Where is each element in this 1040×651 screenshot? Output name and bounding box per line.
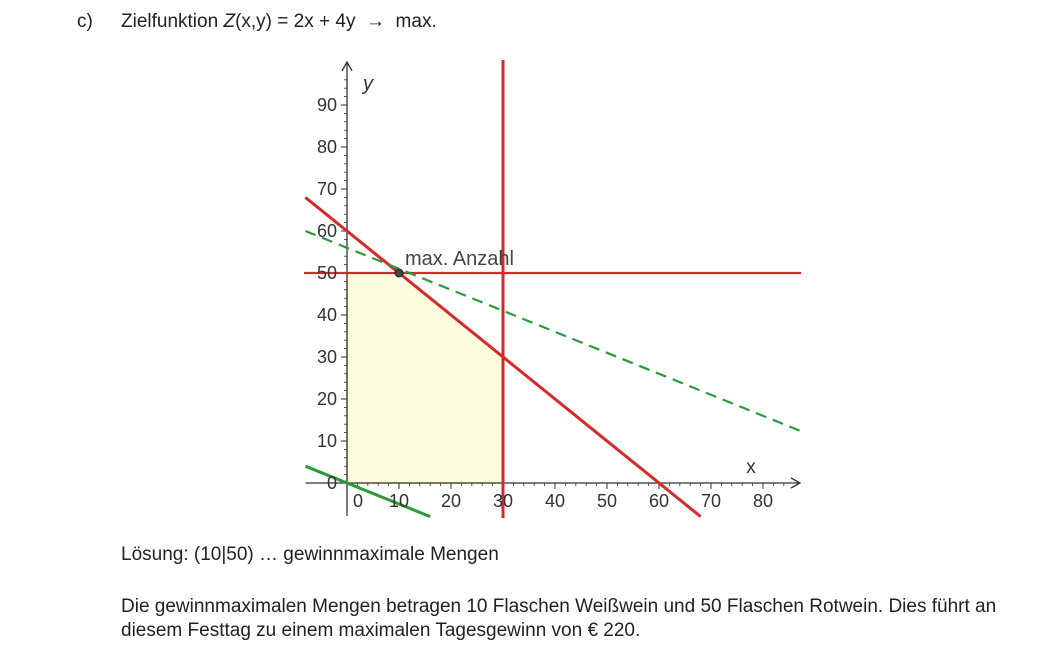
- y-tick-label: 40: [317, 305, 337, 325]
- x-axis-label: x: [746, 457, 756, 478]
- solution-text: Lösung: (10|50) … gewinnmaximale Mengen: [121, 544, 499, 565]
- feasible-region: [346, 272, 504, 484]
- y-tick-label: 60: [317, 221, 337, 241]
- constraint-line-3: [304, 196, 702, 518]
- y-tick-label: 30: [317, 347, 337, 367]
- x-tick-label: 10: [389, 491, 409, 511]
- y-tick-label: 10: [317, 431, 337, 451]
- x-tick-label: 0: [353, 491, 363, 511]
- y-tick-label: 50: [317, 263, 337, 283]
- objective-line-2: [304, 464, 431, 518]
- y-tick-label: 90: [317, 95, 337, 115]
- x-axis-arrow: [790, 477, 802, 489]
- y-tick-label: 80: [317, 137, 337, 157]
- objective-function: Zielfunktion Z(x,y) = 2x + 4y → max.: [121, 11, 437, 33]
- y-tick-label: 20: [317, 389, 337, 409]
- explanation-text: Die gewinnmaximalen Mengen betragen 10 F…: [121, 596, 997, 641]
- optimum-point: [394, 268, 404, 278]
- x-tick-label: 50: [597, 491, 617, 511]
- x-tick-label: 30: [493, 491, 513, 511]
- objective-func: Z: [223, 11, 236, 32]
- y-axis-label: y: [361, 73, 374, 95]
- task-label: c): [77, 11, 93, 32]
- objective-rest: = 2x + 4y → max.: [272, 11, 437, 32]
- x-tick-label: 60: [649, 491, 669, 511]
- y-axis-arrow: [341, 60, 353, 72]
- objective-prefix: Zielfunktion: [121, 11, 224, 32]
- y-tick-label: 0: [327, 473, 337, 493]
- x-tick-label: 80: [753, 491, 773, 511]
- y-tick-label: 70: [317, 179, 337, 199]
- x-tick-label: 40: [545, 491, 565, 511]
- annotation-label: max. Anzahl: [405, 248, 514, 270]
- x-tick-label: 20: [441, 491, 461, 511]
- objective-args: (x,y): [235, 11, 272, 32]
- x-tick-label: 70: [701, 491, 721, 511]
